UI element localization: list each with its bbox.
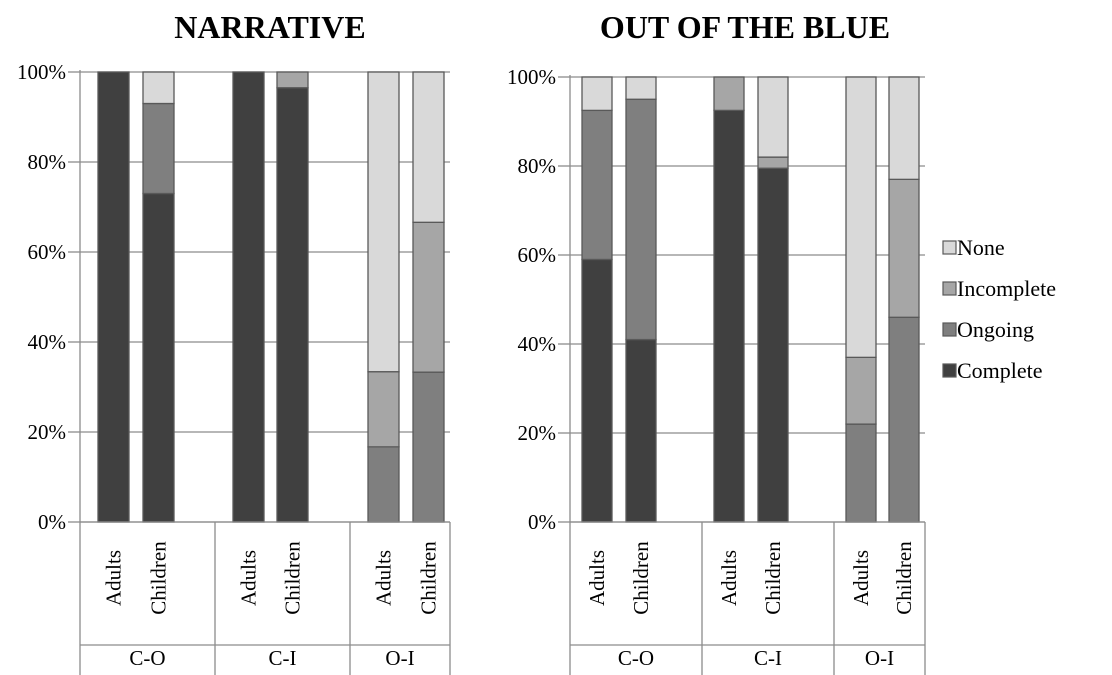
- category-label: Adults: [585, 550, 609, 606]
- bar-segment-ongoing: [367, 446, 400, 523]
- bar-segment-complete: [276, 87, 309, 523]
- legend-label: Incomplete: [957, 276, 1056, 301]
- bar-segment-ongoing: [581, 109, 613, 261]
- category-label: Children: [417, 541, 441, 615]
- legend: None Incomplete Ongoing Complete: [942, 235, 1056, 383]
- category-label: Children: [892, 541, 916, 615]
- category-label: Adults: [102, 550, 126, 606]
- bar-segment-none: [757, 76, 789, 158]
- bar-segment-ongoing: [625, 98, 657, 341]
- bar-segment-none: [367, 71, 400, 373]
- bar-segment-incomplete: [757, 156, 789, 169]
- chart-title: NARRATIVE: [174, 9, 365, 45]
- bar-segment-ongoing: [845, 423, 877, 523]
- y-tick-label: 100%: [17, 60, 66, 84]
- chart-title: OUT OF THE BLUE: [600, 9, 890, 45]
- y-tick-label: 80%: [28, 150, 67, 174]
- bar-segment-ongoing: [142, 102, 175, 195]
- y-tick-label: 80%: [518, 154, 557, 178]
- bar-segment-incomplete: [367, 371, 400, 448]
- bar-segment-complete: [232, 71, 265, 523]
- bar-segment-incomplete: [888, 178, 920, 318]
- group-label: O-I: [865, 646, 894, 670]
- category-label: Adults: [717, 550, 741, 606]
- legend-swatch: [942, 281, 957, 296]
- legend-label: None: [957, 235, 1005, 260]
- chart-narrative: NARRATIVE 0% 20% 40% 60% 80% 100% Adults Childre…: [17, 9, 451, 675]
- bar-segment-none: [412, 71, 445, 223]
- bar-segment-complete: [713, 109, 745, 523]
- bar-segment-complete: [625, 338, 657, 523]
- y-tick-label: 0%: [528, 510, 556, 534]
- bar-segment-complete: [97, 71, 130, 523]
- group-label: C-O: [129, 646, 165, 670]
- category-label: Children: [147, 541, 171, 615]
- y-tick-label: 0%: [38, 510, 66, 534]
- group-label: C-I: [754, 646, 782, 670]
- bar-segment-none: [888, 76, 920, 180]
- category-label: Children: [629, 541, 653, 615]
- category-label: Children: [761, 541, 785, 615]
- group-label: C-I: [269, 646, 297, 670]
- category-label: Children: [281, 541, 305, 615]
- category-label: Adults: [849, 550, 873, 606]
- group-label: C-O: [618, 646, 654, 670]
- y-tick-label: 60%: [518, 243, 557, 267]
- y-tick-label: 100%: [507, 65, 556, 89]
- legend-swatch: [942, 363, 957, 378]
- bar-segment-complete: [581, 258, 613, 523]
- category-label: Adults: [237, 550, 261, 606]
- bar-segment-none: [625, 76, 657, 100]
- bar-segment-incomplete: [412, 221, 445, 373]
- legend-swatch: [942, 240, 957, 255]
- y-tick-label: 20%: [28, 420, 67, 444]
- category-label: Adults: [372, 550, 396, 606]
- bar-segment-incomplete: [845, 356, 877, 425]
- group-label: O-I: [385, 646, 414, 670]
- chart-out-of-the-blue: OUT OF THE BLUE 0% 20% 40% 60% 80% 100% Adults C…: [507, 9, 926, 675]
- bar-segment-ongoing: [412, 371, 445, 523]
- legend-swatch: [942, 322, 957, 337]
- bar-segment-incomplete: [276, 71, 309, 89]
- y-tick-label: 20%: [518, 421, 557, 445]
- legend-label: Ongoing: [957, 317, 1034, 342]
- bar-segment-complete: [142, 192, 175, 523]
- bar-segment-none: [142, 71, 175, 105]
- y-tick-label: 60%: [28, 240, 67, 264]
- bar-segment-none: [845, 76, 877, 359]
- legend-label: Complete: [957, 358, 1043, 383]
- bar-segment-complete: [757, 167, 789, 523]
- bar-segment-ongoing: [888, 316, 920, 523]
- y-tick-label: 40%: [28, 330, 67, 354]
- bar-segment-none: [581, 76, 613, 112]
- bar-segment-incomplete: [713, 76, 745, 112]
- y-tick-label: 40%: [518, 332, 557, 356]
